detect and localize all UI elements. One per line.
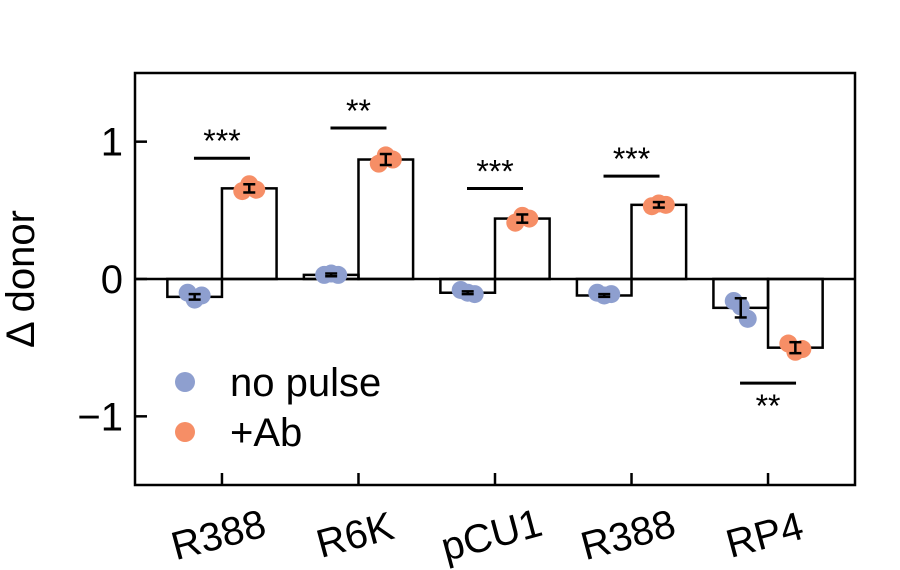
error-bar (789, 340, 802, 355)
x-tick-label: R6K (312, 504, 399, 567)
legend-label: no pulse (230, 361, 381, 405)
error-bar (734, 296, 747, 319)
data-point (329, 265, 348, 284)
significance-stars: *** (476, 153, 513, 189)
x-tick-label: RP4 (721, 504, 808, 567)
legend-marker (175, 422, 195, 442)
y-tick-label: 0 (101, 258, 123, 302)
data-point (602, 285, 621, 304)
significance-stars: *** (613, 141, 650, 177)
plot-frame (133, 71, 857, 487)
error-bar (243, 182, 256, 194)
y-axis-label: Δ donor (0, 210, 43, 348)
x-tick-label: pCU1 (437, 501, 547, 570)
x-tick-label: R388 (576, 502, 680, 569)
error-bar (325, 272, 338, 278)
bar (630, 203, 688, 281)
bar (766, 277, 824, 349)
error-bar (461, 290, 474, 296)
significance-stars: *** (203, 123, 240, 159)
data-point (465, 285, 484, 304)
significance-stars: ** (346, 93, 371, 129)
x-tick-label: R388 (167, 502, 271, 569)
error-bar (652, 200, 665, 209)
legend-marker (175, 372, 195, 392)
y-tick-label: 1 (101, 121, 123, 165)
error-bar (516, 213, 529, 224)
data-point (738, 309, 757, 328)
error-bar (379, 152, 392, 167)
legend-label: +Ab (230, 411, 302, 455)
error-bar (598, 292, 611, 299)
y-tick-label: −1 (77, 395, 123, 439)
error-bar (188, 292, 201, 301)
bar (220, 187, 278, 281)
data-point (656, 195, 675, 214)
significance-stars: ** (756, 388, 781, 424)
bar (357, 158, 415, 281)
